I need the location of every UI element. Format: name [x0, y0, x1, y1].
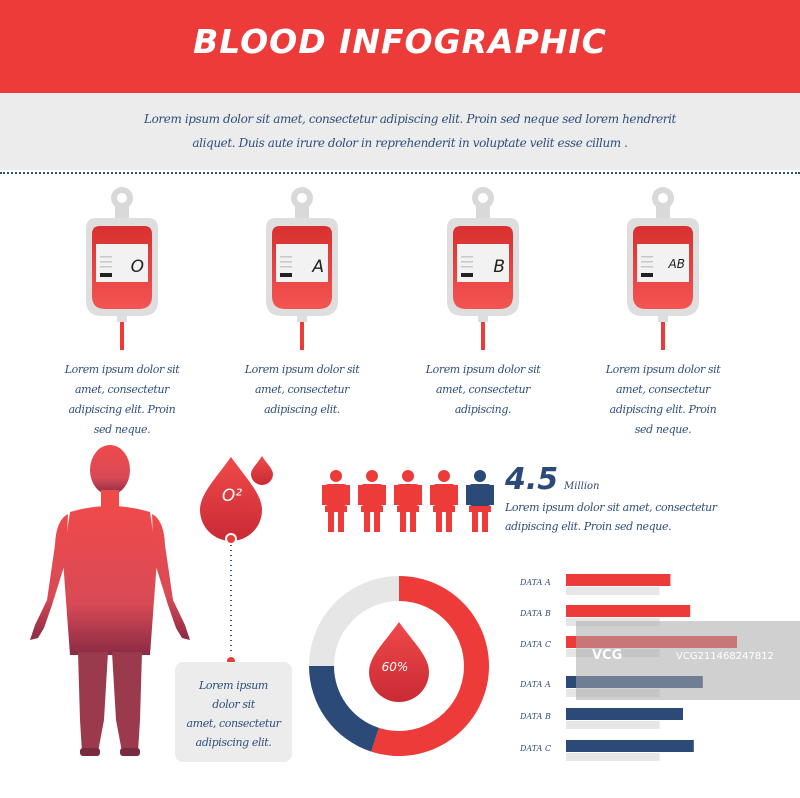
blood-bag-ab: AB [623, 186, 703, 351]
blood-type-label: A [312, 257, 324, 277]
caption-line: sed neque. [93, 423, 151, 436]
intro-line-1: Lorem ipsum dolor sit amet, consectetur … [144, 112, 676, 126]
person-icon [358, 470, 386, 532]
intro-band: Lorem ipsum dolor sit amet, consectetur … [0, 93, 800, 170]
blood-bag-icon [627, 187, 699, 350]
blood-bag-a: A [262, 186, 342, 351]
oxygen-label: O² [221, 486, 243, 506]
caption-line: Lorem ipsum dolor sit [605, 363, 721, 376]
stat-unit: Million [564, 481, 600, 492]
page-title: BLOOD INFOGRAPHIC [193, 22, 607, 61]
bar-category-label: DATA A [520, 680, 551, 689]
bar-category-label: DATA C [520, 744, 552, 753]
blood-type-caption: Lorem ipsum dolor sit amet, consectetur ad… [37, 360, 207, 440]
caption-line: sed neque. [634, 423, 692, 436]
blood-bag-o: O [82, 186, 162, 351]
bar-value [566, 605, 691, 617]
caption-line: adipiscing elit. Proin [68, 403, 176, 416]
bar-value [566, 708, 683, 720]
bar-category-label: DATA B [520, 712, 551, 721]
blood-type-label: O [130, 257, 144, 277]
note-line: amet, consectetur [186, 717, 281, 730]
bar-background [566, 587, 660, 595]
dotted-divider [0, 172, 800, 174]
donut-segment [309, 666, 379, 752]
note-line: dolor sit [212, 698, 255, 711]
blood-type-label: AB [668, 257, 685, 271]
caption-line: amet, consectetur [616, 383, 710, 396]
person-icon [430, 470, 458, 532]
caption-line: adipiscing elit. Proin [609, 403, 717, 416]
caption-line: Lorem ipsum dolor sit [64, 363, 180, 376]
person-icon [394, 470, 422, 532]
donut-percent-label: 60% [381, 660, 409, 674]
bar-category-label: DATA B [520, 609, 551, 618]
blood-type-caption: Lorem ipsum dolor sit amet, consectetur ad… [217, 360, 387, 420]
note-box: Lorem ipsum dolor sit amet, consectetur adi… [175, 662, 292, 762]
watermark-logo: VCG [592, 648, 623, 663]
watermark-overlay: VCG VCG211468247812 [576, 621, 800, 700]
donut-segment [309, 576, 399, 666]
caption-line: Lorem ipsum dolor sit [425, 363, 541, 376]
note-text: Lorem ipsum dolor sit amet, consectetur adi… [175, 676, 292, 752]
blood-type-caption: Lorem ipsum dolor sit amet, consectetur ad… [578, 360, 748, 440]
caption-line: adipiscing. [454, 403, 512, 416]
note-line: Lorem ipsum [199, 679, 268, 692]
stat-desc-line-1: Lorem ipsum dolor sit amet, consectetur [505, 501, 717, 514]
bar-category-label: DATA C [520, 640, 552, 649]
blood-bag-b: B [443, 186, 523, 351]
person-icon [466, 470, 494, 532]
caption-line: Lorem ipsum dolor sit [244, 363, 360, 376]
stat-description: Lorem ipsum dolor sit amet, consectetur … [505, 498, 735, 536]
caption-line: amet, consectetur [255, 383, 349, 396]
stat-desc-line-2: adipiscing elit. Proin sed neque. [505, 520, 672, 533]
caption-line: amet, consectetur [75, 383, 169, 396]
intro-line-2: aliquet. Duis aute irure dolor in repreh… [192, 136, 628, 150]
stat-value: 4.5 [505, 462, 559, 497]
bar-background [566, 753, 660, 761]
blood-bag-icon [266, 187, 338, 350]
bar-value [566, 740, 694, 752]
bar-value [566, 574, 671, 586]
blood-bag-icon [86, 187, 158, 350]
caption-line: adipiscing elit. [264, 403, 340, 416]
person-icon [322, 470, 350, 532]
blood-type-caption: Lorem ipsum dolor sit amet, consectetur ad… [398, 360, 568, 420]
blood-type-label: B [493, 257, 505, 277]
blood-bag-icon [447, 187, 519, 350]
bar-background [566, 721, 660, 729]
note-line: adipiscing elit. [195, 736, 272, 749]
header-banner: BLOOD INFOGRAPHIC [0, 0, 800, 93]
watermark-text: VCG211468247812 [676, 651, 774, 662]
intro-text: Lorem ipsum dolor sit amet, consectetur … [80, 107, 740, 155]
bar-category-label: DATA A [520, 578, 551, 587]
caption-line: amet, consectetur [436, 383, 530, 396]
